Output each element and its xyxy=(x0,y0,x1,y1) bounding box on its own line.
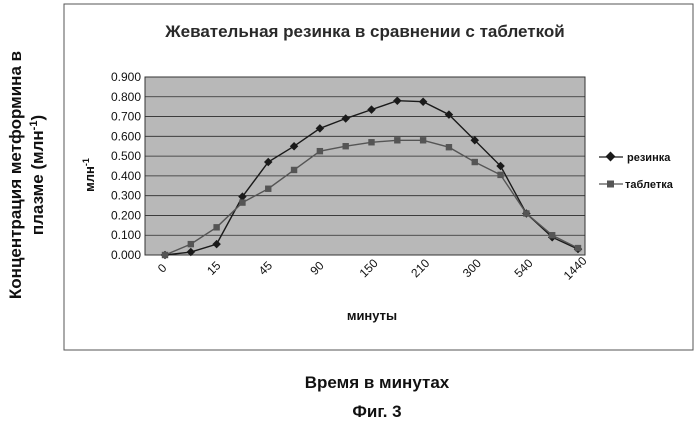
data-point xyxy=(265,186,271,192)
data-point xyxy=(523,210,529,216)
data-point xyxy=(188,241,194,247)
legend-label-rezinka: резинка xyxy=(627,152,671,164)
y-tick-label: 0.900 xyxy=(111,70,141,84)
data-point xyxy=(446,144,452,150)
figure-caption: Фиг. 3 xyxy=(352,402,401,421)
y-axis-label-base: млн xyxy=(82,166,97,192)
y-tick-label: 0.000 xyxy=(111,248,141,262)
y-tick-label: 0.500 xyxy=(111,149,141,163)
outer-y-label-line2-base: плазме (млн xyxy=(28,130,47,235)
outer-y-label-line1: Концентрация метформина в xyxy=(6,51,25,299)
y-tick-label: 0.300 xyxy=(111,189,141,203)
data-point xyxy=(162,252,168,258)
data-point xyxy=(497,172,503,178)
data-point xyxy=(342,143,348,149)
data-point xyxy=(291,167,297,173)
chart-title: Жевательная резинка в сравнении с таблет… xyxy=(164,22,564,41)
data-point xyxy=(575,245,581,251)
y-tick-label: 0.100 xyxy=(111,228,141,242)
outer-y-label-sup: -1 xyxy=(28,121,40,131)
x-axis-label: минуты xyxy=(347,308,397,323)
y-tick-label: 0.200 xyxy=(111,208,141,222)
y-axis-label-sup: -1 xyxy=(81,158,91,166)
data-point xyxy=(317,148,323,154)
legend-label-tabletka: таблетка xyxy=(625,179,674,191)
plot-area xyxy=(145,77,585,255)
y-tick-label: 0.800 xyxy=(111,90,141,104)
data-point xyxy=(549,232,555,238)
outer-y-label-line2: плазме (млн-1) xyxy=(28,115,47,235)
data-point xyxy=(394,137,400,143)
y-tick-label: 0.600 xyxy=(111,129,141,143)
data-point xyxy=(239,199,245,205)
legend-marker-tabletka xyxy=(607,181,614,188)
outer-x-label: Время в минутах xyxy=(305,373,450,392)
y-tick-label: 0.400 xyxy=(111,169,141,183)
y-tick-label: 0.700 xyxy=(111,110,141,124)
data-point xyxy=(213,224,219,230)
data-point xyxy=(472,159,478,165)
outer-y-label-end: ) xyxy=(28,115,47,121)
data-point xyxy=(420,137,426,143)
data-point xyxy=(368,139,374,145)
